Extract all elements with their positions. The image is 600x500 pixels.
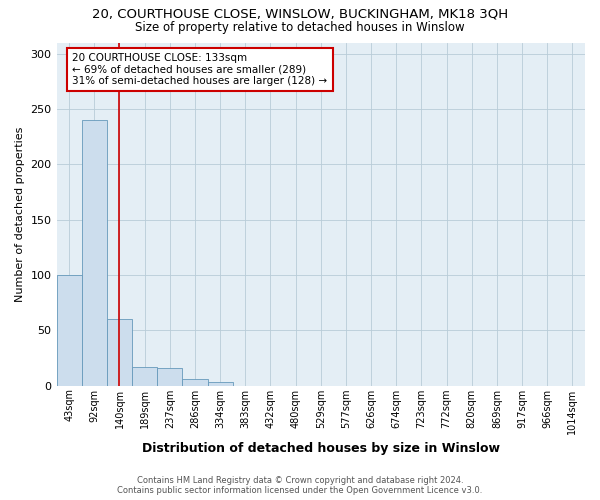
Bar <box>208 382 233 386</box>
Text: Contains HM Land Registry data © Crown copyright and database right 2024.
Contai: Contains HM Land Registry data © Crown c… <box>118 476 482 495</box>
Text: 20 COURTHOUSE CLOSE: 133sqm
← 69% of detached houses are smaller (289)
31% of se: 20 COURTHOUSE CLOSE: 133sqm ← 69% of det… <box>73 53 328 86</box>
Bar <box>82 120 107 386</box>
Bar <box>132 367 157 386</box>
Text: Size of property relative to detached houses in Winslow: Size of property relative to detached ho… <box>135 21 465 34</box>
X-axis label: Distribution of detached houses by size in Winslow: Distribution of detached houses by size … <box>142 442 500 455</box>
Bar <box>157 368 182 386</box>
Bar <box>56 275 82 386</box>
Y-axis label: Number of detached properties: Number of detached properties <box>15 126 25 302</box>
Bar <box>182 379 208 386</box>
Bar <box>107 319 132 386</box>
Text: 20, COURTHOUSE CLOSE, WINSLOW, BUCKINGHAM, MK18 3QH: 20, COURTHOUSE CLOSE, WINSLOW, BUCKINGHA… <box>92 8 508 20</box>
